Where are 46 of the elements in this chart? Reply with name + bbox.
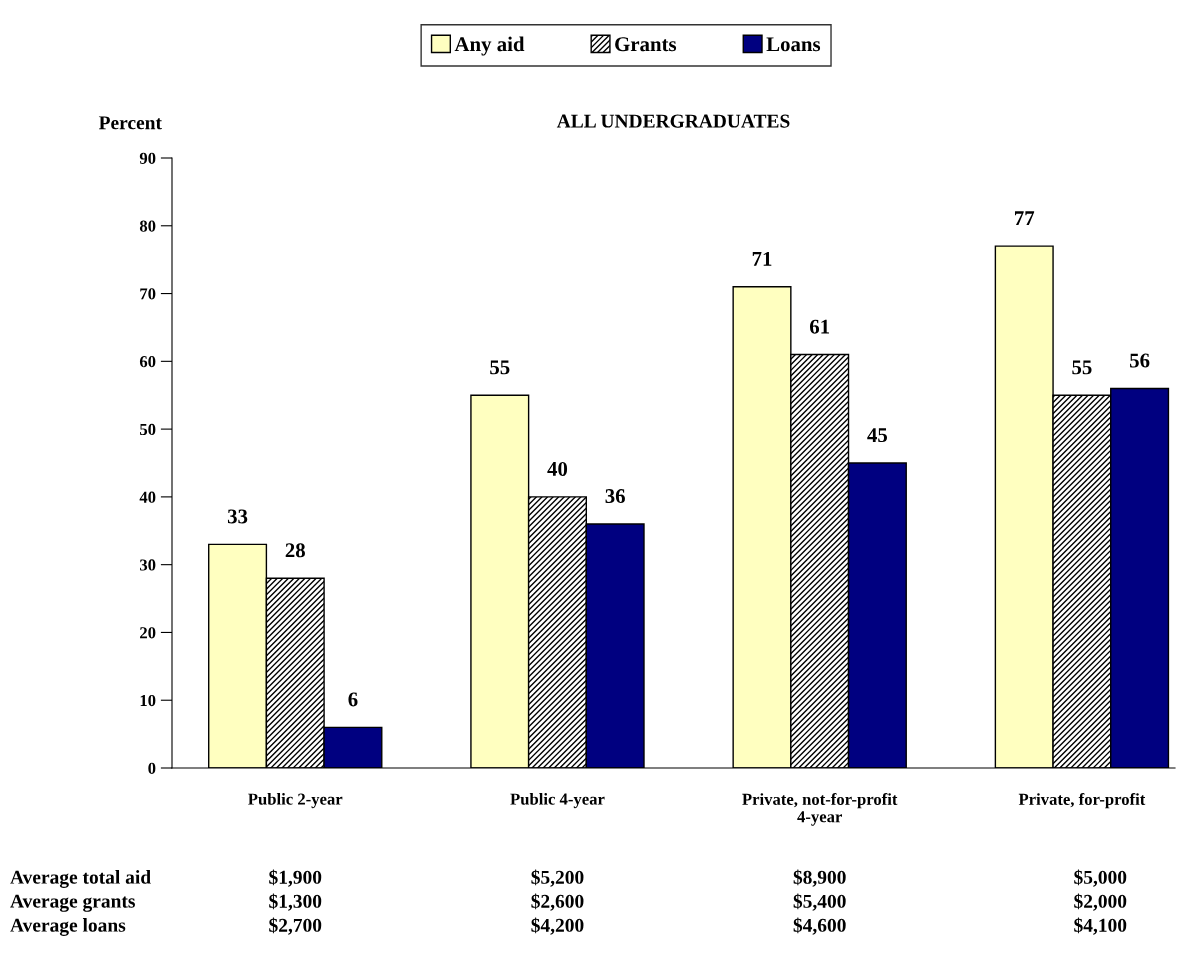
data-label: 77 [1015, 211, 1035, 226]
data-label: 36 [605, 489, 625, 504]
y-tick-label: 20 [140, 627, 156, 639]
text: Average loans [10, 918, 126, 936]
y-tick-label: 50 [140, 423, 156, 436]
data-label: 28 [285, 543, 305, 558]
text: $5,200 [531, 869, 584, 887]
y-tick-label: 90 [139, 152, 156, 164]
chart-title: ALL UNDERGRADUATES [556, 114, 790, 128]
legend-label: Any aid [454, 36, 525, 56]
text: $2,700 [269, 917, 322, 935]
y-tick-label: 30 [139, 559, 156, 571]
y-tick-label: 10 [140, 694, 156, 707]
data-label: 40 [547, 461, 568, 476]
y-tick-label: 70 [140, 288, 156, 300]
y-tick-label: 0 [148, 762, 156, 774]
x-tick-label: Private, not-for-profit 4-year [742, 793, 898, 826]
text: $4,200 [531, 917, 584, 935]
text: $4,100 [1074, 917, 1127, 935]
text: $4,600 [793, 917, 846, 935]
data-label: 33 [227, 509, 248, 524]
y-axis-title: Percent [98, 116, 162, 130]
legend-label: Grants [615, 37, 677, 52]
text: $2,000 [1074, 893, 1127, 911]
data-label: 55 [1072, 360, 1092, 375]
text: Average grants [10, 894, 135, 912]
text: $1,300 [269, 893, 322, 911]
text: $5,400 [793, 893, 846, 911]
x-tick-label: Public 4-year [510, 793, 605, 809]
legend-label: Loans [766, 37, 821, 52]
text: $8,900 [793, 869, 846, 887]
text: $2,600 [531, 893, 584, 911]
y-tick-label: 60 [139, 356, 156, 368]
data-label: 61 [809, 319, 830, 334]
data-label: 6 [348, 692, 358, 707]
data-label: 55 [490, 360, 510, 375]
y-tick-label: 80 [139, 220, 156, 232]
data-label: 45 [867, 428, 888, 443]
text: Average total aid [10, 870, 151, 888]
y-tick-label: 40 [139, 491, 156, 503]
text: $1,900 [269, 869, 322, 887]
data-label: 71 [752, 251, 772, 266]
x-tick-label: Public 2-year [248, 793, 343, 809]
x-tick-label: Private, for-profit [1018, 793, 1146, 809]
data-label: 56 [1130, 353, 1150, 368]
text: $5,000 [1074, 869, 1127, 887]
